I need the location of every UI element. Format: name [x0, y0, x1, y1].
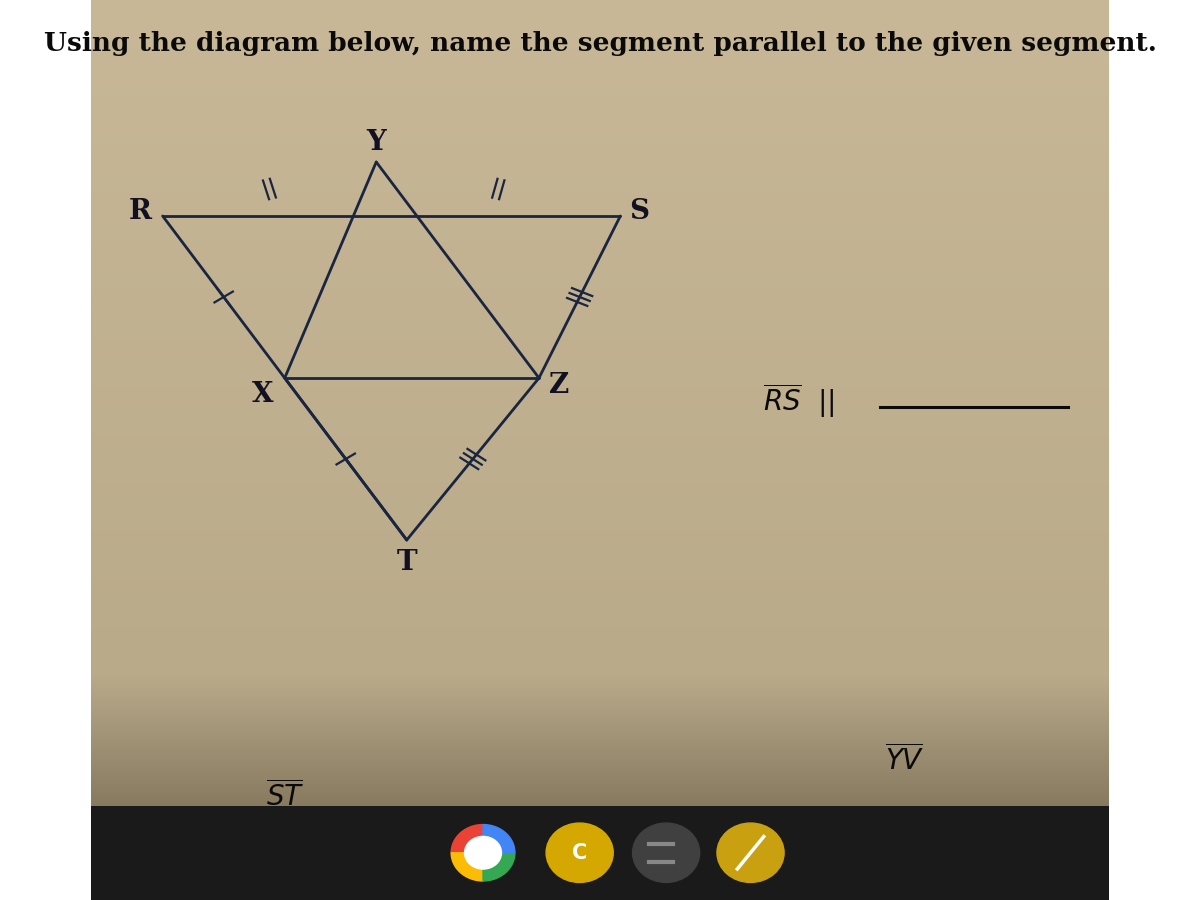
Text: $\overline{RS}$  ||: $\overline{RS}$ ||	[763, 381, 834, 420]
Text: Using the diagram below, name the segment parallel to the given segment.: Using the diagram below, name the segmen…	[43, 32, 1157, 57]
Text: $\overline{ST}$: $\overline{ST}$	[265, 780, 304, 813]
Text: X: X	[252, 381, 274, 408]
Bar	[91, 806, 1109, 900]
Text: R: R	[128, 198, 151, 225]
Circle shape	[632, 823, 700, 882]
Circle shape	[546, 823, 613, 882]
Text: T: T	[396, 549, 418, 576]
Circle shape	[464, 836, 502, 869]
Polygon shape	[484, 824, 515, 853]
Text: $\overline{YV}$: $\overline{YV}$	[886, 744, 925, 777]
Circle shape	[716, 823, 784, 882]
Text: S: S	[629, 198, 649, 225]
Text: Z: Z	[550, 372, 570, 399]
Polygon shape	[451, 824, 484, 853]
Polygon shape	[484, 853, 515, 881]
Polygon shape	[451, 853, 484, 881]
Text: Y: Y	[366, 129, 386, 156]
Text: C: C	[572, 842, 587, 863]
